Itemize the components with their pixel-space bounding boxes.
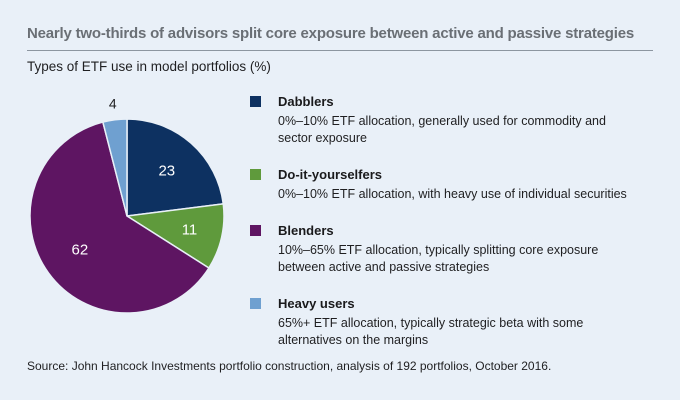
legend-name: Heavy users <box>278 296 355 311</box>
legend-description: 0%–10% ETF allocation, with heavy use of… <box>278 187 627 201</box>
slice-value-label: 11 <box>182 222 198 239</box>
chart-title: Nearly two-thirds of advisors split core… <box>27 25 634 42</box>
pie-slice <box>126 118 224 217</box>
pie-chart-area: 23 11 62 4 <box>20 88 235 320</box>
legend-name: Dabblers <box>278 94 334 109</box>
legend-description: 0%–10% ETF allocation, generally used fo… <box>278 114 606 145</box>
chart-header: Nearly two-thirds of advisors split core… <box>27 25 653 51</box>
legend-swatch <box>250 169 261 180</box>
source-note: Source: John Hancock Investments portfol… <box>27 359 552 373</box>
legend-name: Blenders <box>278 223 334 238</box>
pie-slice <box>29 121 210 314</box>
legend-name: Do-it-yourselfers <box>278 167 383 182</box>
slice-value-label: 23 <box>158 162 175 179</box>
pie-slice <box>126 203 225 269</box>
legend-swatch <box>250 298 261 309</box>
pie-chart: 23 11 62 4 <box>29 95 225 314</box>
legend-text: Do-it-yourselfers 0%–10% ETF allocation,… <box>278 167 627 203</box>
legend-text: Blenders 10%–65% ETF allocation, typical… <box>278 223 636 276</box>
pie-slice <box>102 118 128 217</box>
legend-swatch <box>250 225 261 236</box>
chart-subtitle: Types of ETF use in model portfolios (%) <box>27 59 271 74</box>
legend: Dabblers 0%–10% ETF allocation, generall… <box>250 94 650 369</box>
legend-item: Heavy users 65%+ ETF allocation, typical… <box>250 296 650 349</box>
legend-item: Do-it-yourselfers 0%–10% ETF allocation,… <box>250 167 650 203</box>
legend-description: 10%–65% ETF allocation, typically splitt… <box>278 243 599 274</box>
legend-description: 65%+ ETF allocation, typically strategic… <box>278 316 584 347</box>
legend-text: Heavy users 65%+ ETF allocation, typical… <box>278 296 636 349</box>
legend-item: Dabblers 0%–10% ETF allocation, generall… <box>250 94 650 147</box>
slice-value-label: 62 <box>72 242 89 259</box>
slice-value-label: 4 <box>109 95 117 111</box>
legend-swatch <box>250 96 261 107</box>
legend-item: Blenders 10%–65% ETF allocation, typical… <box>250 223 650 276</box>
legend-text: Dabblers 0%–10% ETF allocation, generall… <box>278 94 636 147</box>
